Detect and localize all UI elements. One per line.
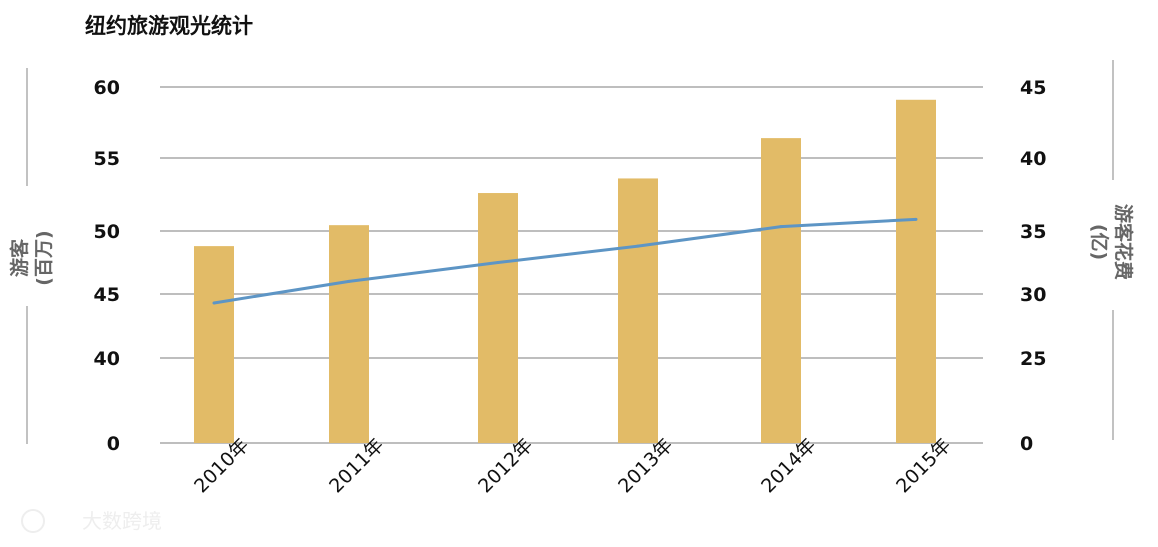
left-tick-label: 40	[94, 348, 120, 370]
bar-2010年	[194, 246, 234, 443]
left-tick-label: 0	[107, 433, 120, 455]
left-tick-label: 45	[94, 284, 120, 306]
bar-2012年	[478, 193, 518, 443]
line-point-2011年	[347, 279, 351, 283]
bar-2013年	[618, 178, 658, 443]
bar-series	[194, 99, 936, 443]
left-axis-ticks: 0 40 45 50 55 60	[94, 77, 120, 455]
line-point-2010年	[212, 301, 216, 305]
right-axis-ticks: 0 25 30 35 40 45	[1020, 77, 1046, 455]
line-point-2013年	[636, 244, 640, 248]
svg-text:游客: 游客	[8, 238, 31, 277]
svg-text:游客花费: 游客花费	[1112, 204, 1135, 280]
left-axis-title: 游客 (百万)	[8, 230, 55, 285]
bar-2014年	[761, 138, 801, 443]
right-tick-label: 40	[1020, 148, 1046, 170]
watermark-text: 大数跨境	[82, 509, 162, 533]
right-tick-label: 0	[1020, 433, 1033, 455]
svg-text:(亿): (亿)	[1088, 224, 1111, 260]
right-axis-title: 游客花费 (亿)	[1088, 204, 1135, 280]
spending-line	[213, 217, 917, 305]
right-tick-label: 35	[1020, 221, 1046, 243]
line-point-2015年	[914, 217, 918, 221]
bar-2015年	[896, 99, 936, 443]
line-point-2014年	[779, 225, 783, 229]
left-tick-label: 60	[94, 77, 120, 99]
svg-text:(百万): (百万)	[33, 230, 55, 285]
left-tick-label: 55	[94, 148, 120, 170]
gridlines	[160, 86, 983, 444]
watermark-logo-icon	[21, 509, 45, 533]
line-series	[212, 217, 918, 305]
right-tick-label: 25	[1020, 348, 1046, 370]
line-point-2012年	[496, 261, 500, 264]
right-tick-label: 45	[1020, 77, 1046, 99]
chart-title: 纽约旅游观光统计	[85, 14, 253, 38]
right-tick-label: 30	[1020, 284, 1046, 306]
watermark: 大数跨境	[21, 509, 162, 533]
bar-2011年	[329, 225, 369, 443]
left-tick-label: 50	[94, 221, 120, 243]
